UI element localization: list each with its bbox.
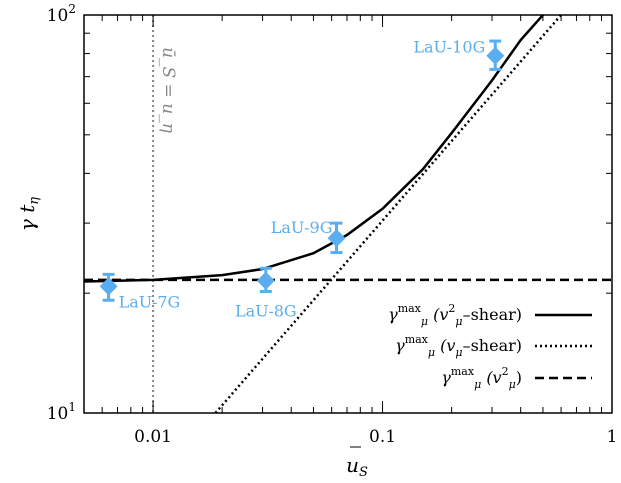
y-tick-label: 102 (47, 2, 76, 26)
legend-label: γmaxμ (v2μ) (441, 365, 522, 391)
legend-label: γmaxμ (v2μ–shear) (388, 302, 522, 328)
data-point-label: LaU-8G (235, 302, 297, 321)
data-point-label: LaU-10G (413, 38, 485, 57)
reference-line-label: ū_S = u_η (158, 47, 178, 134)
x-axis-title: uS (346, 453, 368, 480)
data-point-marker (327, 229, 346, 248)
y-axis-title: γ tη (15, 197, 42, 231)
legend: γmaxμ (v2μ–shear) γmaxμ (vμ–shear) γmaxμ (… (388, 302, 592, 391)
data-point-marker (99, 277, 118, 296)
data-point-marker (486, 46, 505, 65)
data-point-label: LaU-9G (271, 218, 333, 237)
data-point-label: LaU-7G (119, 292, 181, 311)
legend-label: γmaxμ (vμ–shear) (395, 333, 522, 359)
x-tick-label: 1 (607, 427, 618, 447)
data-point-marker (256, 271, 275, 290)
plot-frame (83, 14, 613, 414)
x-tick-label: 0.1 (369, 427, 396, 447)
series-line-solid (84, 15, 545, 283)
x-tick-label: 0.01 (134, 427, 172, 447)
y-tick-label: 101 (47, 400, 76, 424)
